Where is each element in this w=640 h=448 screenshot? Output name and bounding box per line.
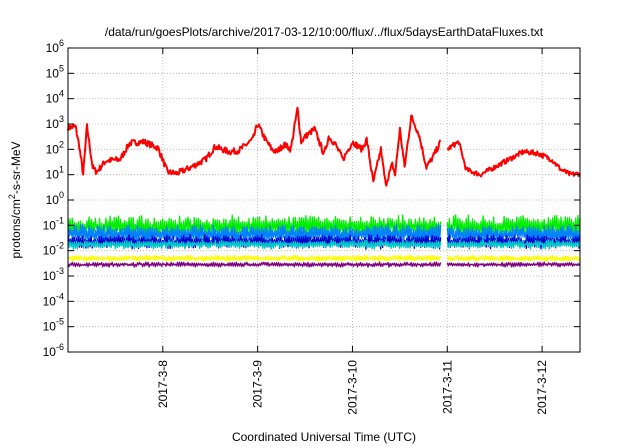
y-tick-exponent: 2 <box>59 139 64 149</box>
x-tick-label: 2017-3-12 <box>535 360 549 415</box>
series-line <box>67 254 442 263</box>
x-axis: 2017-3-8 2017-3-9 2017-3-10 2017-3-11 2017-3… <box>156 48 549 415</box>
y-tick-label: 100 <box>46 190 64 207</box>
y-axis-label-suffix: -s-sr-MeV <box>9 141 23 194</box>
x-tick-label: 2017-3-9 <box>251 360 265 408</box>
y-tick-base: 10 <box>46 41 60 55</box>
series-line <box>446 140 581 178</box>
y-axis-label-sup: 2 <box>7 194 17 199</box>
y-tick-label: 103 <box>46 114 64 131</box>
y-tick-label: 104 <box>46 89 64 106</box>
y-tick-base: 10 <box>43 244 57 258</box>
y-tick-exponent: -3 <box>56 266 64 276</box>
y-tick-exponent: 4 <box>59 89 64 99</box>
y-axis-label-prefix: protons/cm <box>9 199 23 258</box>
y-tick-base: 10 <box>43 218 57 232</box>
y-tick-exponent: 0 <box>59 190 64 200</box>
series-line <box>67 106 442 187</box>
y-tick-label: 102 <box>46 139 64 156</box>
x-tick-label: 2017-3-11 <box>440 360 454 414</box>
y-tick-base: 10 <box>46 193 60 207</box>
y-tick-base: 10 <box>43 269 57 283</box>
y-tick-label: 10-5 <box>43 317 64 334</box>
y-axis: 10-610-510-410-310-210-11001011021031041… <box>43 38 580 359</box>
y-tick-label: 10-1 <box>43 215 64 232</box>
series-line <box>446 261 581 268</box>
series-line <box>446 254 581 262</box>
y-tick-label: 106 <box>46 38 64 55</box>
y-tick-exponent: 5 <box>59 63 64 73</box>
y-tick-base: 10 <box>46 92 60 106</box>
y-tick-label: 10-2 <box>43 241 64 258</box>
chart-title: /data/run/goesPlots/archive/2017-03-12/1… <box>105 25 544 39</box>
y-tick-base: 10 <box>46 117 60 131</box>
y-tick-exponent: -2 <box>56 241 64 251</box>
y-tick-exponent: 3 <box>59 114 64 124</box>
y-tick-exponent: -6 <box>56 342 64 352</box>
y-tick-label: 105 <box>46 63 64 80</box>
series-line <box>67 238 442 250</box>
y-tick-exponent: 1 <box>59 165 64 175</box>
y-tick-base: 10 <box>43 345 57 359</box>
y-tick-label: 10-4 <box>43 291 64 308</box>
series-line <box>67 261 442 268</box>
y-tick-exponent: 6 <box>59 38 64 48</box>
x-axis-label: Coordinated Universal Time (UTC) <box>232 430 416 444</box>
y-tick-base: 10 <box>46 142 60 156</box>
y-tick-label: 10-3 <box>43 266 64 283</box>
y-tick-label: 10-6 <box>43 342 64 359</box>
y-tick-label: 101 <box>46 165 64 182</box>
y-tick-exponent: -4 <box>56 291 64 301</box>
y-tick-exponent: -5 <box>56 317 64 327</box>
x-tick-label: 2017-3-8 <box>156 360 170 408</box>
y-tick-base: 10 <box>43 320 57 334</box>
y-tick-base: 10 <box>46 66 60 80</box>
x-tick-label: 2017-3-10 <box>345 360 359 415</box>
grid-lines <box>68 48 580 352</box>
y-tick-base: 10 <box>43 294 57 308</box>
series-lines <box>67 106 581 268</box>
y-tick-exponent: -1 <box>56 215 64 225</box>
y-axis-label: protons/cm2-s-sr-MeV <box>7 141 23 258</box>
series-line <box>446 239 581 250</box>
y-tick-base: 10 <box>46 168 60 182</box>
